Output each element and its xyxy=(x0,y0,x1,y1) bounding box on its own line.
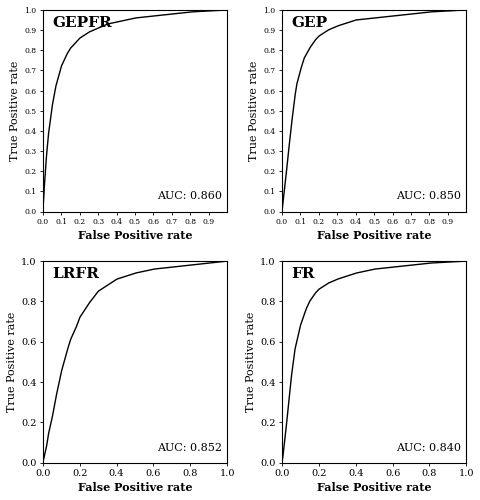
Y-axis label: True Positive rate: True Positive rate xyxy=(249,60,259,161)
Text: AUC: 0.850: AUC: 0.850 xyxy=(395,192,460,202)
X-axis label: False Positive rate: False Positive rate xyxy=(78,482,192,493)
Y-axis label: True Positive rate: True Positive rate xyxy=(10,60,20,161)
Text: GEP: GEP xyxy=(290,16,326,30)
Text: GEPFR: GEPFR xyxy=(52,16,111,30)
X-axis label: False Positive rate: False Positive rate xyxy=(316,230,431,241)
X-axis label: False Positive rate: False Positive rate xyxy=(78,230,192,241)
Text: LRFR: LRFR xyxy=(52,267,99,281)
Text: AUC: 0.860: AUC: 0.860 xyxy=(156,192,221,202)
Y-axis label: True Positive rate: True Positive rate xyxy=(246,312,255,412)
Text: AUC: 0.852: AUC: 0.852 xyxy=(156,442,221,452)
X-axis label: False Positive rate: False Positive rate xyxy=(316,482,431,493)
Text: AUC: 0.840: AUC: 0.840 xyxy=(395,442,460,452)
Y-axis label: True Positive rate: True Positive rate xyxy=(7,312,17,412)
Text: FR: FR xyxy=(290,267,314,281)
